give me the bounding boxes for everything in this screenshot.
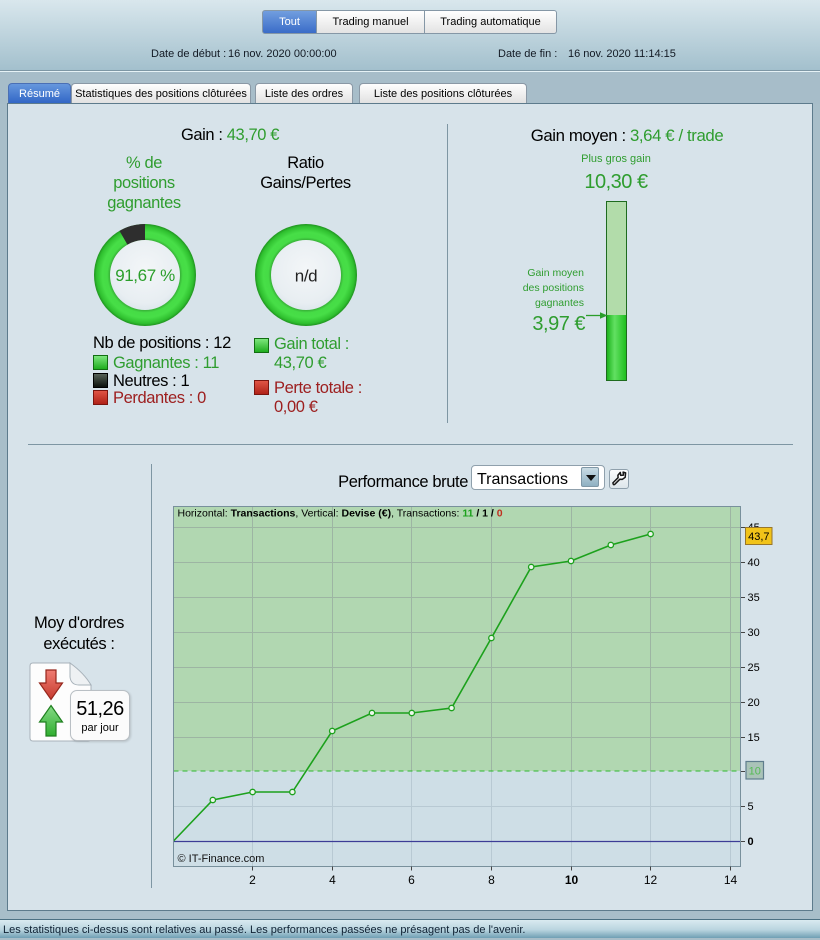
svg-text:10: 10 [565, 873, 579, 887]
svg-text:91,67 %: 91,67 % [115, 266, 175, 285]
svg-text:14: 14 [724, 873, 738, 887]
svg-text:25: 25 [748, 662, 760, 674]
svg-text:4: 4 [329, 873, 336, 887]
svg-text:15: 15 [748, 732, 760, 744]
svg-text:5: 5 [748, 801, 754, 813]
svg-text:0: 0 [748, 836, 754, 848]
svg-text:35: 35 [748, 592, 760, 604]
svg-text:Horizontal: Transactions, Vert: Horizontal: Transactions, Vertical: Devi… [178, 508, 503, 520]
svg-text:30: 30 [748, 627, 760, 639]
svg-text:40: 40 [748, 557, 760, 569]
svg-text:12: 12 [644, 873, 658, 887]
svg-text:2: 2 [249, 873, 256, 887]
svg-text:20: 20 [748, 697, 760, 709]
svg-text:10: 10 [749, 766, 761, 778]
svg-text:n/d: n/d [295, 267, 317, 286]
svg-text:6: 6 [408, 873, 415, 887]
svg-text:43,7: 43,7 [748, 531, 769, 543]
svg-text:© IT-Finance.com: © IT-Finance.com [178, 853, 265, 865]
svg-text:8: 8 [488, 873, 495, 887]
